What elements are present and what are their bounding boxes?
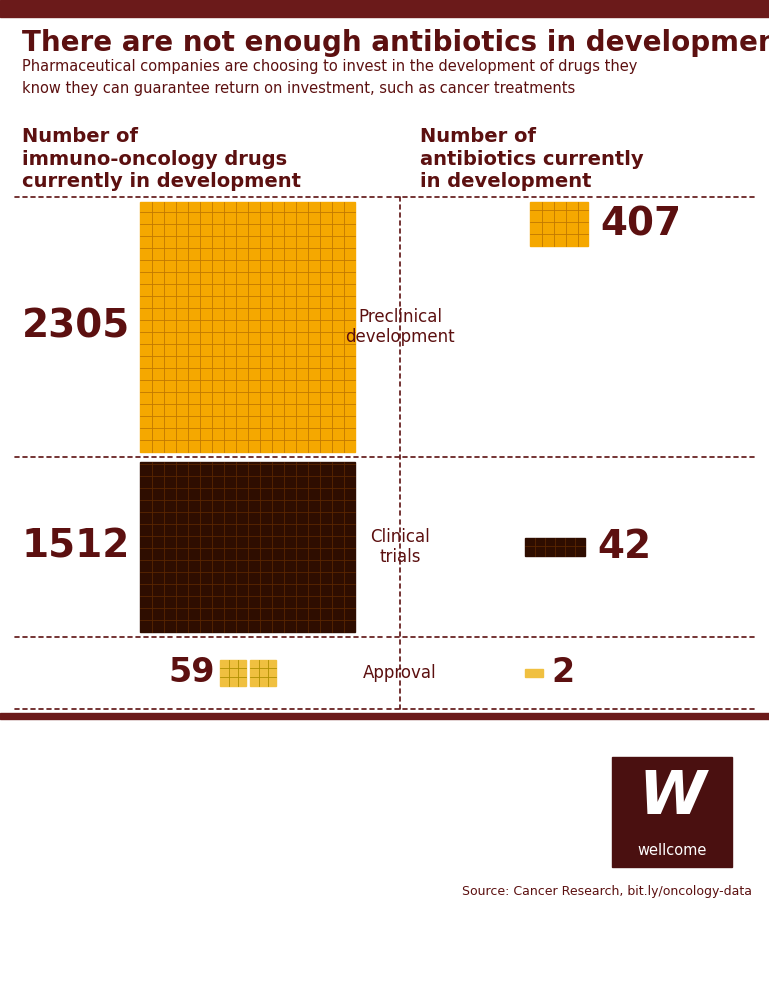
Text: Preclinical
development: Preclinical development bbox=[345, 308, 454, 346]
Bar bbox=[0, 713, 769, 719]
Bar bbox=[220, 660, 246, 686]
Text: wellcome: wellcome bbox=[638, 842, 707, 857]
Bar bbox=[0, 0, 769, 17]
Bar bbox=[525, 669, 543, 677]
Text: 59: 59 bbox=[168, 656, 215, 690]
Bar bbox=[525, 538, 585, 556]
Text: 2: 2 bbox=[551, 656, 574, 690]
Bar bbox=[140, 462, 355, 632]
Text: 407: 407 bbox=[600, 205, 681, 243]
Bar bbox=[530, 202, 588, 246]
Text: Approval: Approval bbox=[363, 664, 437, 682]
Text: 42: 42 bbox=[597, 528, 651, 566]
Text: There are not enough antibiotics in development: There are not enough antibiotics in deve… bbox=[22, 29, 769, 57]
Bar bbox=[612, 757, 732, 867]
Text: 1512: 1512 bbox=[22, 528, 131, 566]
Text: 2305: 2305 bbox=[22, 308, 130, 346]
Text: Number of
immuno-oncology drugs
currently in development: Number of immuno-oncology drugs currentl… bbox=[22, 127, 301, 191]
Text: Pharmaceutical companies are choosing to invest in the development of drugs they: Pharmaceutical companies are choosing to… bbox=[22, 59, 638, 96]
Text: Source: Cancer Research, bit.ly/oncology-data: Source: Cancer Research, bit.ly/oncology… bbox=[462, 885, 752, 898]
Bar bbox=[250, 660, 276, 686]
Text: Clinical
trials: Clinical trials bbox=[370, 527, 430, 566]
Text: Number of
antibiotics currently
in development: Number of antibiotics currently in devel… bbox=[420, 127, 644, 191]
Text: W: W bbox=[638, 769, 706, 828]
Bar bbox=[140, 202, 355, 452]
